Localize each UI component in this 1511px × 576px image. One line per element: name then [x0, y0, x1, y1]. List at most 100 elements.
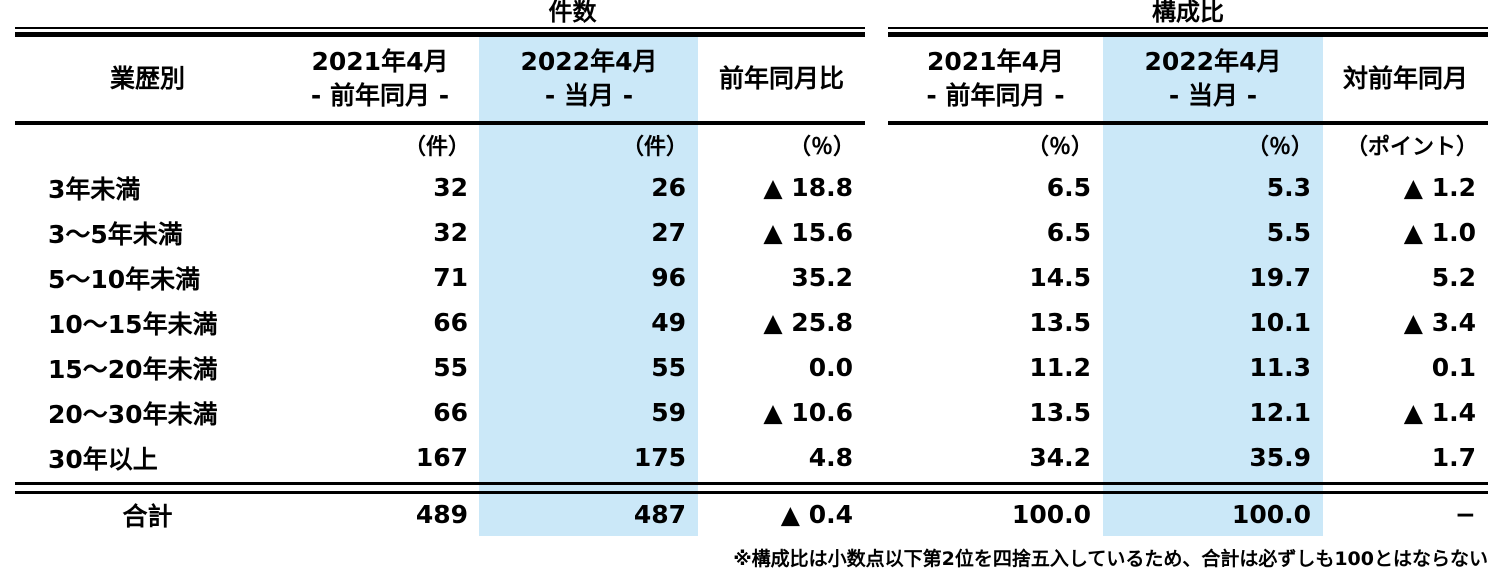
kensu-cell: 59 [651, 398, 686, 427]
top-rule-right [888, 32, 1488, 37]
col-header-kensu-2022: 2022年4月 - 当月 - [480, 45, 698, 114]
col-header-kousei-2022: 2022年4月 - 当月 - [1103, 45, 1323, 114]
kousei-cell: 6.5 [1046, 173, 1091, 202]
col-header-line1: 2021年4月 [311, 46, 449, 76]
table-row: 3〜5年未満 32 27 ▲ 15.6 [15, 210, 865, 255]
col-header-line1: 2022年4月 [1144, 46, 1282, 76]
section-title-kousei-label: 構成比 [1152, 0, 1224, 26]
kensu-cell: 32 [433, 173, 468, 202]
col-header-line2: - 当月 - [544, 81, 634, 110]
kousei-cell: 0.1 [1431, 353, 1476, 382]
col-header-line2: - 前年同月 - [926, 81, 1065, 110]
section-title-kensu: 件数 [15, 0, 865, 29]
col-header-kousei-2021: 2021年4月 - 前年同月 - [888, 45, 1103, 114]
kousei-cell: 6.5 [1046, 218, 1091, 247]
table-row: 6.5 5.5 ▲ 1.0 [888, 210, 1488, 255]
highlight-column-kensu-current [479, 37, 698, 536]
total-label: 合計 [122, 501, 173, 531]
table-row: 13.5 12.1 ▲ 1.4 [888, 390, 1488, 435]
kousei-cell: 5.2 [1431, 263, 1476, 292]
table-row: 10〜15年未満 66 49 ▲ 25.8 [15, 300, 865, 345]
table-row: 34.2 35.9 1.7 [888, 435, 1488, 480]
footnote: ※構成比は小数点以下第2位を四捨五入しているため、合計は必ずしも100とはならな… [733, 548, 1488, 570]
kensu-cell: 167 [415, 443, 468, 472]
col-header-line2: - 当月 - [1168, 81, 1258, 110]
kensu-cell: 26 [651, 173, 686, 202]
kousei-cell: 14.5 [1029, 263, 1091, 292]
row-label: 3〜5年未満 [48, 219, 183, 249]
header-rule-right [888, 121, 1488, 125]
kensu-cell: ▲ 10.6 [763, 398, 853, 427]
kousei-cell: 13.5 [1029, 398, 1091, 427]
unit-kousei-2022: （％） [1246, 135, 1313, 160]
kensu-cell: 35.2 [791, 263, 853, 292]
kensu-cell: 71 [433, 263, 468, 292]
kensu-cell: 55 [433, 353, 468, 382]
table-row: 13.5 10.1 ▲ 3.4 [888, 300, 1488, 345]
kensu-cell: 175 [633, 443, 686, 472]
table-row: 5〜10年未満 71 96 35.2 [15, 255, 865, 300]
highlight-column-kousei-current [1103, 37, 1323, 536]
total-yoy-ratio: ▲ 0.4 [780, 500, 853, 529]
kousei-cell: 1.7 [1431, 443, 1476, 472]
table-row: 11.2 11.3 0.1 [888, 345, 1488, 390]
kensu-cell: 66 [433, 308, 468, 337]
kousei-cell: 11.2 [1029, 353, 1091, 382]
header-rule-left [15, 121, 865, 125]
kensu-cell: 0.0 [808, 353, 853, 382]
table-row: 20〜30年未満 66 59 ▲ 10.6 [15, 390, 865, 435]
total-yoy-diff: − [1455, 500, 1476, 529]
kensu-cell: ▲ 15.6 [763, 218, 853, 247]
unit-kousei-2021: （％） [1026, 135, 1093, 160]
row-label: 30年以上 [48, 444, 158, 474]
kousei-cell: 5.5 [1266, 218, 1311, 247]
row-label: 20〜30年未満 [48, 399, 218, 429]
section-title-kousei: 構成比 [888, 0, 1488, 29]
kensu-cell: ▲ 25.8 [763, 308, 853, 337]
units-row-kensu: （件） （件） （％） [15, 125, 865, 165]
table-row: 15〜20年未満 55 55 0.0 [15, 345, 865, 390]
kousei-cell: ▲ 1.0 [1403, 218, 1476, 247]
row-label: 3年未満 [48, 174, 141, 204]
top-rule-left [15, 32, 865, 37]
kensu-cell: ▲ 18.8 [763, 173, 853, 202]
col-header-gyoreki: 業歴別 [109, 63, 185, 93]
unit-yoy-ratio: （％） [788, 135, 855, 160]
kousei-cell: 13.5 [1029, 308, 1091, 337]
col-header-line1: 2022年4月 [520, 46, 658, 76]
data-rows-kensu: 3年未満 32 26 ▲ 18.8 3〜5年未満 32 27 ▲ 15.6 5〜10年未満 71 9… [15, 165, 865, 480]
kousei-cell: 11.3 [1249, 353, 1311, 382]
col-header-line1: 2021年4月 [927, 46, 1064, 76]
kensu-cell: 27 [651, 218, 686, 247]
kensu-cell: 66 [433, 398, 468, 427]
col-header-yoy-diff: 対前年同月 [1342, 63, 1468, 93]
total-kensu-2021: 489 [415, 500, 468, 529]
col-header-line2: - 前年同月 - [310, 81, 450, 110]
unit-kensu-2021: （件） [403, 135, 470, 160]
total-kensu-2022: 487 [633, 500, 686, 529]
data-rows-kousei: 6.5 5.3 ▲ 1.2 6.5 5.5 ▲ 1.0 14.5 19.7 5.2 13.5 10.… [888, 165, 1488, 480]
table-row: 3年未満 32 26 ▲ 18.8 [15, 165, 865, 210]
row-label: 10〜15年未満 [48, 309, 218, 339]
table-row: 6.5 5.3 ▲ 1.2 [888, 165, 1488, 210]
unit-kensu-2022: （件） [621, 135, 688, 160]
kousei-cell: 12.1 [1249, 398, 1311, 427]
kensu-cell: 55 [651, 353, 686, 382]
kousei-cell: ▲ 1.2 [1403, 173, 1476, 202]
header-row-kensu: 業歴別 2021年4月 - 前年同月 - 2022年4月 - 当月 - 前年同月… [15, 37, 865, 121]
unit-yoy-diff: （ポイント） [1345, 135, 1478, 160]
section-title-kensu-label: 件数 [548, 0, 597, 26]
col-header-kensu-2021: 2021年4月 - 前年同月 - [280, 45, 480, 114]
total-kousei-2022: 100.0 [1231, 500, 1311, 529]
kensu-cell: 4.8 [808, 443, 853, 472]
total-row-kousei: 100.0 100.0 − [888, 494, 1488, 535]
table-row: 14.5 19.7 5.2 [888, 255, 1488, 300]
units-row-kousei: （％） （％） （ポイント） [888, 125, 1488, 165]
kousei-cell: ▲ 1.4 [1403, 398, 1476, 427]
kensu-cell: 49 [651, 308, 686, 337]
kousei-cell: 10.1 [1249, 308, 1311, 337]
kousei-cell: 34.2 [1029, 443, 1091, 472]
table-row: 30年以上 167 175 4.8 [15, 435, 865, 480]
row-label: 15〜20年未満 [48, 354, 218, 384]
